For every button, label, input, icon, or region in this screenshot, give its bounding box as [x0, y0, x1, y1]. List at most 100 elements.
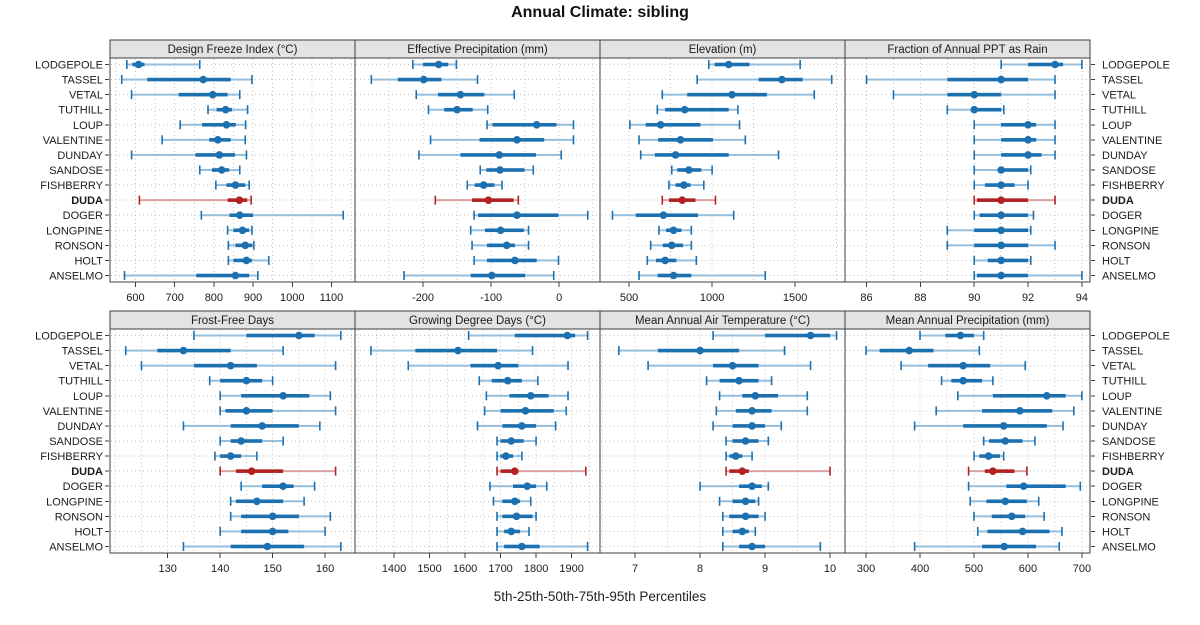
panel-strip-label: Mean Annual Precipitation (mm): [886, 315, 1050, 327]
percentile-whisker-longpine: [718, 496, 760, 506]
percentile-whisker-holt: [976, 526, 1063, 536]
cap-5th: [973, 210, 976, 220]
median-dot: [419, 75, 428, 84]
cap-5th: [973, 120, 976, 130]
cap-95th: [1032, 210, 1035, 220]
median-dot: [671, 151, 680, 159]
cap-5th: [722, 511, 724, 521]
cap-5th: [722, 542, 724, 551]
cap-95th: [819, 542, 822, 551]
median-dot: [738, 467, 747, 475]
station-label-right: HOLT: [1102, 255, 1131, 267]
cap-5th: [647, 361, 649, 371]
median-dot: [279, 482, 287, 491]
cap-5th: [485, 391, 488, 401]
range-5-95: [726, 470, 831, 473]
panel-data: [370, 60, 589, 280]
cap-95th: [253, 240, 255, 250]
percentile-whisker-vetal: [140, 361, 337, 371]
cap-5th: [969, 496, 971, 506]
median-dot: [1000, 542, 1008, 551]
cap-95th: [806, 406, 809, 416]
percentile-whisker-fishberry: [973, 180, 1029, 190]
cap-5th: [467, 331, 470, 340]
cap-95th: [1026, 466, 1028, 476]
range-25-75: [971, 107, 1002, 112]
cap-5th: [705, 376, 708, 386]
cap-5th: [483, 406, 486, 416]
cap-95th: [777, 150, 780, 160]
median-dot: [728, 90, 736, 99]
cap-95th: [513, 90, 516, 100]
percentile-whisker-duda: [973, 195, 1056, 205]
cap-5th: [479, 165, 482, 175]
percentile-whisker-longpine: [229, 496, 305, 506]
cap-95th: [251, 75, 253, 85]
station-label-left: DUNDAY: [57, 421, 103, 433]
cap-95th: [1029, 255, 1032, 265]
cap-95th: [256, 451, 258, 461]
percentile-whisker-ronson: [722, 511, 766, 521]
cap-5th: [466, 180, 469, 190]
range-25-75: [687, 92, 767, 97]
cap-95th: [572, 135, 575, 145]
percentile-whisker-duda: [967, 466, 1028, 476]
cap-95th: [1054, 120, 1056, 130]
panel-data: [865, 331, 1083, 551]
axis-tick-label: 150: [263, 563, 281, 575]
cap-95th: [1054, 195, 1056, 205]
cap-95th: [1029, 225, 1032, 235]
axis-tick-label: 160: [316, 563, 334, 575]
range-25-75: [470, 273, 526, 278]
cap-5th: [130, 90, 133, 100]
median-dot: [295, 331, 303, 340]
cap-95th: [1081, 60, 1083, 69]
median-dot: [208, 90, 217, 99]
cap-95th: [992, 376, 994, 386]
cap-95th: [246, 105, 249, 115]
percentile-whisker-loup: [973, 120, 1056, 130]
axis-tick-label: 500: [620, 292, 638, 304]
cap-95th: [329, 511, 332, 521]
range-25-75: [998, 168, 1029, 172]
cap-95th: [1054, 150, 1056, 160]
station-label-right: TUTHILL: [1102, 105, 1147, 117]
cap-5th: [973, 180, 976, 190]
range-25-75: [514, 333, 576, 338]
cap-5th: [649, 240, 652, 250]
median-dot: [1016, 407, 1024, 415]
cap-5th: [219, 526, 221, 536]
cap-5th: [214, 451, 216, 461]
cap-5th: [973, 271, 976, 280]
cap-5th: [696, 75, 698, 85]
median-dot: [1001, 437, 1010, 445]
percentile-whisker-vetal: [900, 361, 1027, 371]
cap-5th: [973, 150, 976, 160]
range-25-75: [397, 77, 442, 82]
cap-95th: [334, 466, 337, 476]
axis-tick-label: 0: [556, 292, 562, 304]
cap-95th: [256, 271, 259, 280]
median-dot: [226, 452, 235, 460]
percentile-whisker-lodgepole: [707, 60, 801, 69]
cap-5th: [123, 271, 126, 280]
percentile-whisker-dunday: [913, 421, 1064, 431]
median-dot: [656, 120, 665, 129]
percentile-whisker-anselmo: [123, 271, 259, 280]
median-dot: [484, 196, 493, 204]
percentile-whisker-ronson: [649, 240, 693, 250]
cap-95th: [690, 240, 693, 250]
cap-5th: [946, 105, 949, 115]
median-dot: [959, 376, 967, 385]
cap-5th: [200, 210, 203, 220]
percentile-whisker-valentine: [638, 135, 747, 145]
median-dot: [669, 226, 678, 235]
percentile-whisker-holt: [496, 526, 530, 536]
station-label-left: SANDOSE: [49, 165, 103, 177]
range-25-75: [147, 77, 231, 82]
station-label-left: VALENTINE: [43, 406, 103, 418]
station-label-right: SANDOSE: [1102, 165, 1156, 177]
axis-tick-label: 130: [159, 563, 177, 575]
percentile-whisker-holt: [473, 255, 560, 265]
cap-5th: [161, 135, 163, 145]
